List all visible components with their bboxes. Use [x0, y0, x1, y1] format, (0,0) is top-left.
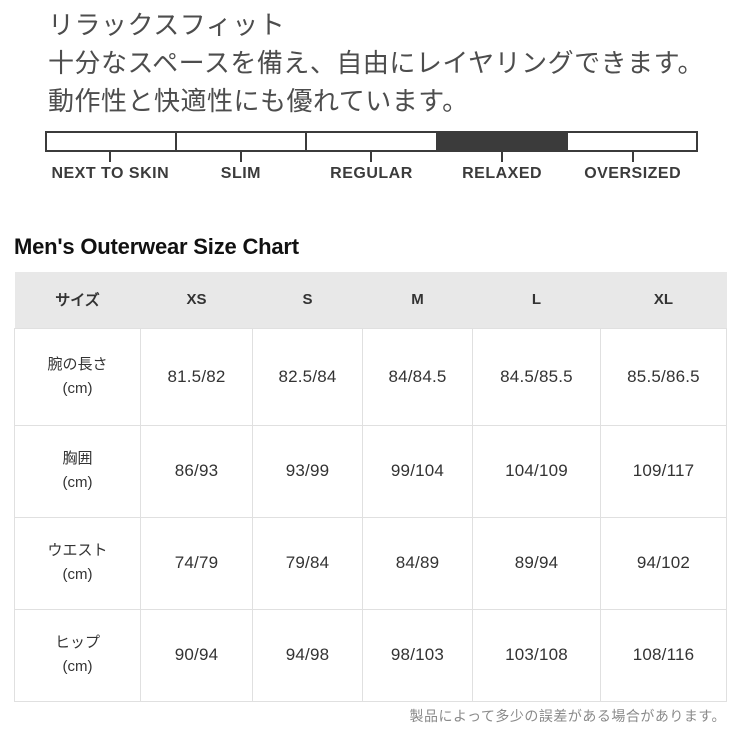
fit-scale-labels: NEXT TO SKIN SLIM REGULAR RELAXED OVERSI… — [45, 165, 698, 183]
size-value-cell: 84/89 — [362, 516, 473, 610]
size-chart-title: Men's Outerwear Size Chart — [14, 234, 299, 259]
size-value-cell: 90/94 — [140, 608, 253, 702]
fit-title: リラックスフィット — [48, 10, 286, 40]
fit-scale-ticks — [45, 152, 698, 162]
size-chart-footnote: 製品によって多少の誤差がある場合があります。 — [409, 708, 726, 724]
fit-segment-relaxed — [437, 133, 568, 150]
fit-description: リラックスフィット 十分なスペースを備え、自由にレイヤリングできます。 動作性と… — [48, 6, 704, 120]
size-value-cell: 94/98 — [252, 608, 363, 702]
table-row-hip: ヒップ (cm) 90/94 94/98 98/103 103/108 108/… — [14, 608, 727, 702]
column-header-s: S — [252, 272, 363, 328]
size-value-cell: 82.5/84 — [252, 327, 363, 426]
row-header: 腕の長さ (cm) — [14, 327, 141, 426]
fit-label-regular: REGULAR — [330, 165, 413, 182]
fit-segment-slim — [177, 133, 308, 150]
fit-scale-bar — [45, 131, 698, 152]
size-value-cell: 108/116 — [600, 608, 727, 702]
column-header-size: サイズ — [14, 272, 141, 328]
fit-scale: NEXT TO SKIN SLIM REGULAR RELAXED OVERSI… — [45, 131, 698, 183]
fit-label-oversized: OVERSIZED — [584, 165, 682, 182]
row-header: 胸囲 (cm) — [14, 424, 141, 518]
table-row-arm-length: 腕の長さ (cm) 81.5/82 82.5/84 84/84.5 84.5/8… — [14, 327, 727, 426]
tick-mark — [631, 152, 634, 162]
size-value-cell: 94/102 — [600, 516, 727, 610]
size-value-cell: 99/104 — [362, 424, 473, 518]
column-header-xs: XS — [140, 272, 253, 328]
size-value-cell: 84/84.5 — [362, 327, 473, 426]
size-value-cell: 79/84 — [252, 516, 363, 610]
fit-label-relaxed: RELAXED — [462, 165, 543, 182]
size-value-cell: 84.5/85.5 — [472, 327, 601, 426]
size-chart-table: サイズ XS S M L XL 腕の長さ (cm) 81.5/82 82.5/8… — [14, 272, 727, 702]
size-value-cell: 89/94 — [472, 516, 601, 610]
fit-segment-oversized — [567, 133, 697, 150]
table-row-chest: 胸囲 (cm) 86/93 93/99 99/104 104/109 109/1… — [14, 424, 727, 518]
size-value-cell: 109/117 — [600, 424, 727, 518]
size-value-cell: 86/93 — [140, 424, 253, 518]
size-value-cell: 104/109 — [472, 424, 601, 518]
tick-mark — [239, 152, 242, 162]
tick-mark — [109, 152, 112, 162]
size-value-cell: 93/99 — [252, 424, 363, 518]
fit-segment-next-to-skin — [47, 133, 178, 150]
header-row: サイズ XS S M L XL — [14, 272, 727, 328]
fit-description-line2: 動作性と快適性にも優れています。 — [48, 86, 469, 116]
size-value-cell: 98/103 — [362, 608, 473, 702]
row-header: ウエスト (cm) — [14, 516, 141, 610]
table-row-waist: ウエスト (cm) 74/79 79/84 84/89 89/94 94/102 — [14, 516, 727, 610]
size-value-cell: 103/108 — [472, 608, 601, 702]
size-value-cell: 74/79 — [140, 516, 253, 610]
tick-mark — [501, 152, 504, 162]
column-header-m: M — [362, 272, 473, 328]
fit-segment-regular — [307, 133, 438, 150]
column-header-l: L — [472, 272, 601, 328]
fit-label-next-to-skin: NEXT TO SKIN — [51, 165, 170, 182]
column-header-xl: XL — [600, 272, 727, 328]
size-value-cell: 81.5/82 — [140, 327, 253, 426]
fit-description-line1: 十分なスペースを備え、自由にレイヤリングできます。 — [48, 48, 705, 78]
fit-label-slim: SLIM — [220, 165, 261, 182]
row-header: ヒップ (cm) — [14, 608, 141, 702]
size-value-cell: 85.5/86.5 — [600, 327, 727, 426]
tick-mark — [370, 152, 373, 162]
